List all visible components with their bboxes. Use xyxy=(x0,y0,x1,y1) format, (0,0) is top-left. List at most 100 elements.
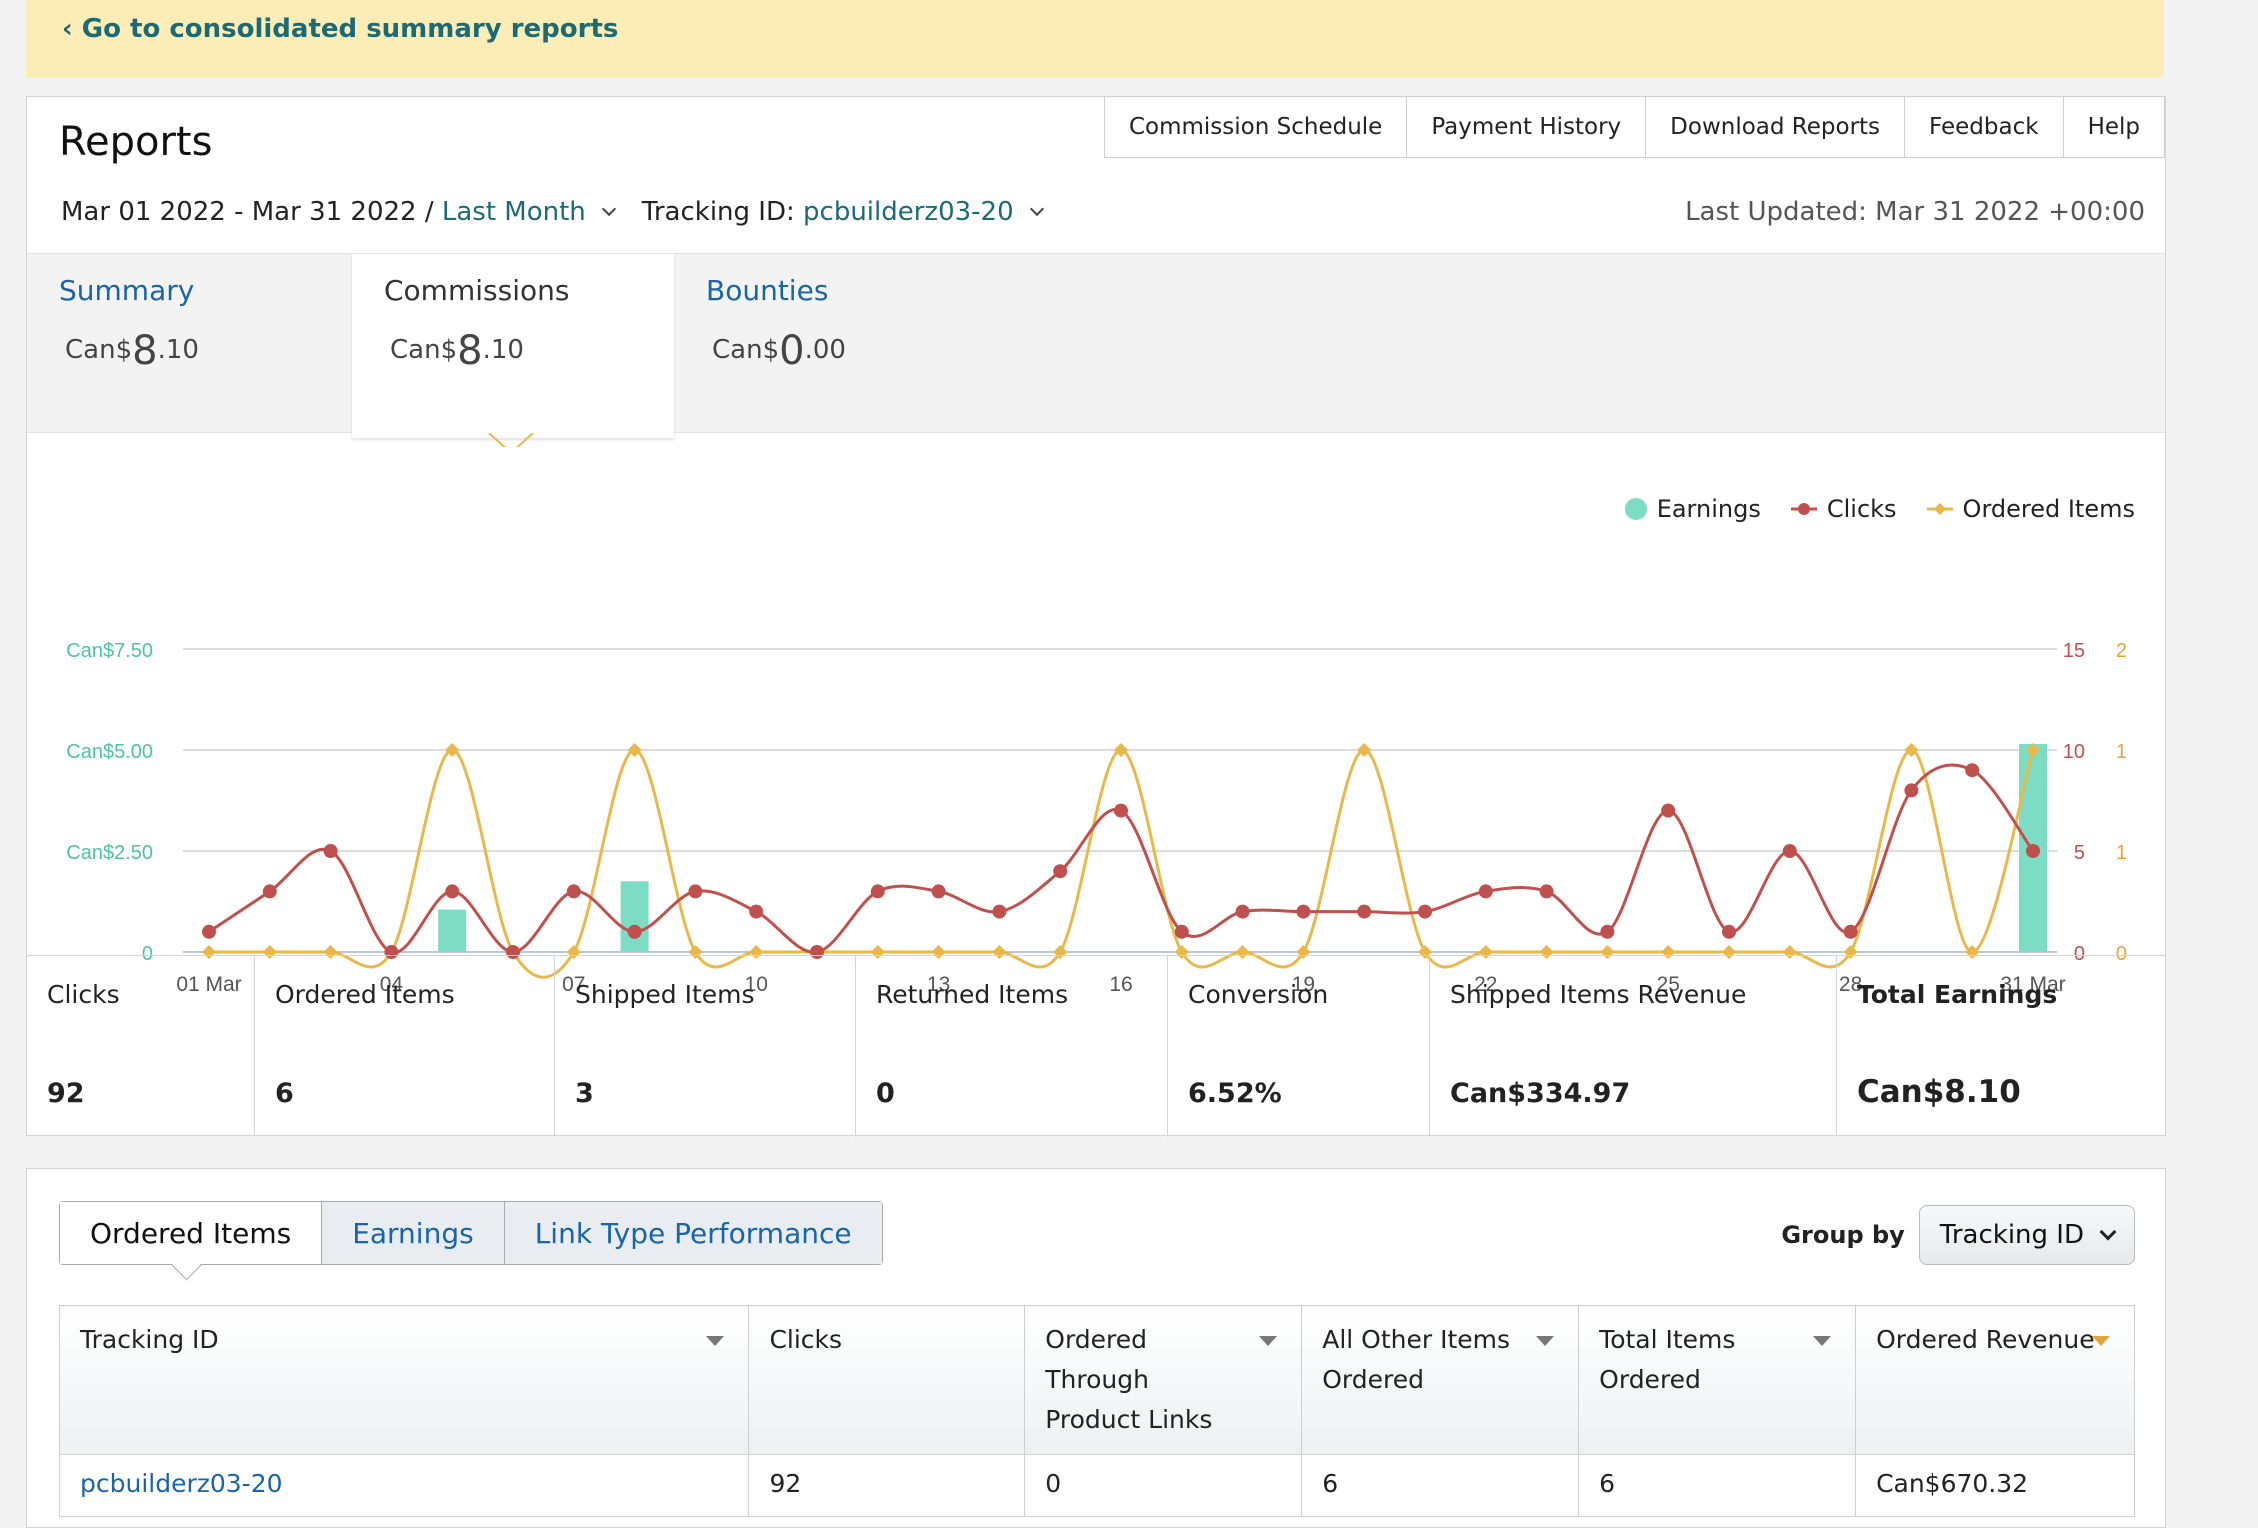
col-total-items-ordered[interactable]: Total Items Ordered xyxy=(1578,1305,1857,1455)
tab-bounties[interactable]: Bounties Can$0.00 xyxy=(674,254,996,434)
tab-bounties-label[interactable]: Bounties xyxy=(706,274,829,307)
chart-legend: Earnings Clicks Ordered Items xyxy=(1624,495,2135,523)
metric-label: Returned Items xyxy=(876,980,1069,1009)
clicks-point xyxy=(627,924,642,939)
metric-value: Can$8.10 xyxy=(1857,1074,2021,1110)
clicks-point xyxy=(1539,884,1554,899)
tab-ordered-items[interactable]: Ordered Items xyxy=(60,1202,322,1264)
summary-tabs: Summary Can$8.10 Commissions Can$8.10 Bo… xyxy=(27,253,2165,438)
payment-history-button[interactable]: Payment History xyxy=(1406,96,1647,158)
ordered-items-table: Tracking ID Clicks Ordered Through Produ… xyxy=(58,1305,2135,1517)
cell-other-items: 6 xyxy=(1301,1454,1580,1517)
legend-clicks[interactable]: Clicks xyxy=(1790,495,1897,523)
sort-arrow-icon[interactable] xyxy=(1536,1336,1555,1346)
metric-ordered-items: Ordered Items 6 xyxy=(255,956,555,1137)
x-tick-label: 16 xyxy=(1109,973,1132,996)
clicks-point xyxy=(749,904,764,919)
tracking-id-link[interactable]: pcbuilderz03-20 xyxy=(80,1469,283,1498)
sort-arrow-icon[interactable] xyxy=(1259,1336,1278,1346)
x-tick-label: 22 xyxy=(1474,973,1497,996)
earnings-swatch-icon xyxy=(1624,498,1647,520)
reports-panel: Reports Commission Schedule Payment Hist… xyxy=(26,96,2166,1137)
cell-tracking-id[interactable]: pcbuilderz03-20 xyxy=(58,1454,750,1517)
clicks-point xyxy=(1418,904,1432,919)
date-range: Mar 01 2022 - Mar 31 2022 / xyxy=(61,197,442,227)
table-header-row: Tracking ID Clicks Ordered Through Produ… xyxy=(58,1305,2135,1455)
metric-label: Total Earnings xyxy=(1857,980,2058,1009)
period-dropdown[interactable]: Last Month xyxy=(441,197,586,227)
metric-label: Shipped Items xyxy=(575,980,755,1009)
y-right-tick-label: 2 xyxy=(2116,640,2127,662)
sort-arrow-icon[interactable] xyxy=(2092,1336,2110,1346)
commission-schedule-button[interactable]: Commission Schedule xyxy=(1103,96,1408,158)
sort-arrow-icon[interactable] xyxy=(706,1336,725,1346)
col-tracking-id[interactable]: Tracking ID xyxy=(58,1305,750,1455)
tab-link-type-performance[interactable]: Link Type Performance xyxy=(503,1202,882,1264)
x-tick-label: 19 xyxy=(1292,973,1315,996)
tracking-id-dropdown[interactable]: pcbuilderz03-20 xyxy=(803,197,1014,227)
col-ordered-revenue[interactable]: Ordered Revenue xyxy=(1855,1305,2135,1455)
clicks-point xyxy=(1235,904,1250,919)
earnings-bar xyxy=(620,881,649,952)
clicks-point xyxy=(1053,864,1068,879)
y-left-tick-label: Can$5.00 xyxy=(66,741,153,763)
clicks-point xyxy=(870,884,885,899)
legend-earnings[interactable]: Earnings xyxy=(1624,495,1761,523)
ordered-items-point xyxy=(2026,743,2040,757)
ordered-items-panel: Ordered Items Earnings Link Type Perform… xyxy=(26,1168,2166,1528)
back-to-consolidated-link[interactable]: ‹ Go to consolidated summary reports xyxy=(62,14,619,44)
y-left-tick-label: Can$2.50 xyxy=(66,842,153,864)
y-mid-tick-label: 10 xyxy=(2063,741,2085,763)
table-row: pcbuilderz03-20 92 0 6 6 Can$670.32 xyxy=(58,1454,2135,1517)
tab-commissions-label: Commissions xyxy=(384,274,570,307)
metric-label: Clicks xyxy=(47,980,120,1009)
chevron-down-icon[interactable] xyxy=(1029,201,1044,217)
tracking-id-label: Tracking ID: xyxy=(641,197,804,227)
y-mid-tick-label: 15 xyxy=(2063,640,2085,662)
metric-value: 6 xyxy=(275,1078,294,1109)
tab-commissions[interactable]: Commissions Can$8.10 xyxy=(352,254,674,438)
clicks-point xyxy=(1114,803,1128,818)
y-mid-tick-label: 5 xyxy=(2074,842,2085,864)
col-ordered-through-product-links[interactable]: Ordered Through Product Links xyxy=(1024,1305,1303,1455)
clicks-point xyxy=(1357,904,1372,919)
group-by-select[interactable]: Tracking ID xyxy=(1918,1205,2135,1265)
download-reports-button[interactable]: Download Reports xyxy=(1645,96,1906,158)
ordered-items-swatch-icon xyxy=(1926,503,1953,515)
y-right-tick-label: 0 xyxy=(2116,943,2127,965)
y-left-tick-label: Can$7.50 xyxy=(66,640,153,662)
metric-clicks: Clicks 92 xyxy=(27,956,255,1137)
metric-returned-items: Returned Items 0 xyxy=(856,956,1168,1137)
tab-earnings[interactable]: Earnings xyxy=(321,1202,504,1264)
earnings-bar xyxy=(438,909,467,952)
ordered-items-point xyxy=(1904,743,1919,757)
clicks-point xyxy=(262,884,277,899)
legend-ordered-items[interactable]: Ordered Items xyxy=(1926,495,2135,523)
tab-commissions-amount: Can$8.10 xyxy=(390,328,524,374)
y-right-tick-label: 1 xyxy=(2116,842,2127,864)
clicks-line xyxy=(208,763,2035,954)
last-updated: Last Updated: Mar 31 2022 +00:00 xyxy=(1685,197,2145,227)
metric-label: Conversion xyxy=(1188,980,1329,1009)
sort-arrow-icon[interactable] xyxy=(1813,1336,1832,1346)
clicks-point xyxy=(1722,924,1736,939)
col-clicks[interactable]: Clicks xyxy=(748,1305,1026,1455)
help-button[interactable]: Help xyxy=(2062,96,2165,158)
filter-row: Mar 01 2022 - Mar 31 2022 / Last Month T… xyxy=(61,197,1070,227)
ordered-items-point xyxy=(627,743,642,757)
y-mid-tick-label: 0 xyxy=(2074,943,2085,965)
tab-summary-label[interactable]: Summary xyxy=(59,274,195,307)
clicks-point xyxy=(1965,763,1980,778)
clicks-point xyxy=(1843,924,1858,939)
clicks-point xyxy=(1661,803,1676,818)
cell-ordered-through-links: 0 xyxy=(1024,1454,1303,1517)
metric-value: 0 xyxy=(876,1078,895,1109)
tab-summary[interactable]: Summary Can$8.10 xyxy=(27,254,349,434)
feedback-button[interactable]: Feedback xyxy=(1904,96,2064,158)
clicks-point xyxy=(202,924,216,939)
chevron-down-icon[interactable] xyxy=(601,201,616,217)
clicks-point xyxy=(1296,904,1311,919)
col-all-other-items-ordered[interactable]: All Other Items Ordered xyxy=(1301,1305,1580,1455)
metric-shipped-revenue: Shipped Items Revenue Can$334.97 xyxy=(1430,956,1837,1137)
ordered-items-line xyxy=(209,748,2035,979)
